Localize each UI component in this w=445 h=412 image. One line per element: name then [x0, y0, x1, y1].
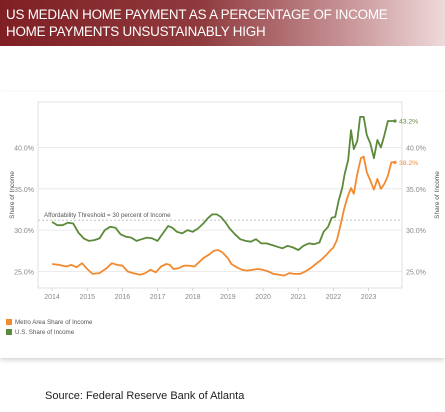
source-note: Source: Federal Reserve Bank of Atlanta: [45, 390, 245, 402]
x-tick-label: 2021: [290, 294, 306, 301]
x-tick-label: 2023: [361, 294, 377, 301]
chart-svg: 25.0% 25.0% 30.0% 30.0% 35.0% 35.0% 40.0% 40.0%…: [6, 101, 441, 336]
threshold-label: Affordability Threshold = 30 percent of …: [44, 212, 171, 219]
legend-swatch: [6, 329, 12, 335]
series-line-us: [51, 116, 395, 251]
series-end-point: [393, 119, 397, 123]
x-tick-label: 2017: [150, 294, 166, 301]
series-end-label: 43.2%: [399, 119, 418, 126]
y-tick-label-left: 35.0%: [14, 187, 34, 194]
x-tick-label: 2016: [115, 294, 131, 301]
series-end-label: 38.2%: [399, 160, 418, 167]
y-tick-label-right: 35.0%: [406, 187, 426, 194]
x-tick-label: 2020: [255, 294, 271, 301]
y-tick-label-left: 30.0%: [14, 228, 34, 235]
y-axis-title-left: Share of Income: [9, 171, 16, 219]
x-tick-label: 2018: [185, 294, 201, 301]
chart-title: US MEDIAN HOME PAYMENT AS A PERCENTAGE O…: [6, 7, 388, 22]
y-axis-title-right: Share of Income: [434, 171, 441, 219]
legend-swatch: [6, 319, 12, 325]
y-tick-label-left: 25.0%: [14, 269, 34, 276]
plot-frame: [37, 101, 403, 289]
series-end-point: [393, 160, 397, 164]
y-tick-label-left: 40.0%: [14, 145, 34, 152]
chart-subtitle: HOME PAYMENTS UNSUSTAINABLY HIGH: [6, 24, 266, 39]
y-tick-label-right: 30.0%: [406, 228, 426, 235]
x-tick-label: 2022: [326, 294, 342, 301]
legend-label: U.S. Share of Income: [15, 329, 75, 336]
legend-label: Metro Area Share of Income: [15, 319, 93, 326]
x-tick-label: 2015: [79, 294, 95, 301]
x-tick-label: 2014: [44, 294, 60, 301]
title-banner: US MEDIAN HOME PAYMENT AS A PERCENTAGE O…: [0, 0, 445, 46]
y-tick-label-right: 40.0%: [406, 145, 426, 152]
y-tick-label-right: 25.0%: [406, 269, 426, 276]
chart-panel: 25.0% 25.0% 30.0% 30.0% 35.0% 35.0% 40.0% 40.0%…: [0, 92, 445, 358]
series-line-metro: [51, 155, 395, 277]
x-tick-label: 2019: [220, 294, 236, 301]
